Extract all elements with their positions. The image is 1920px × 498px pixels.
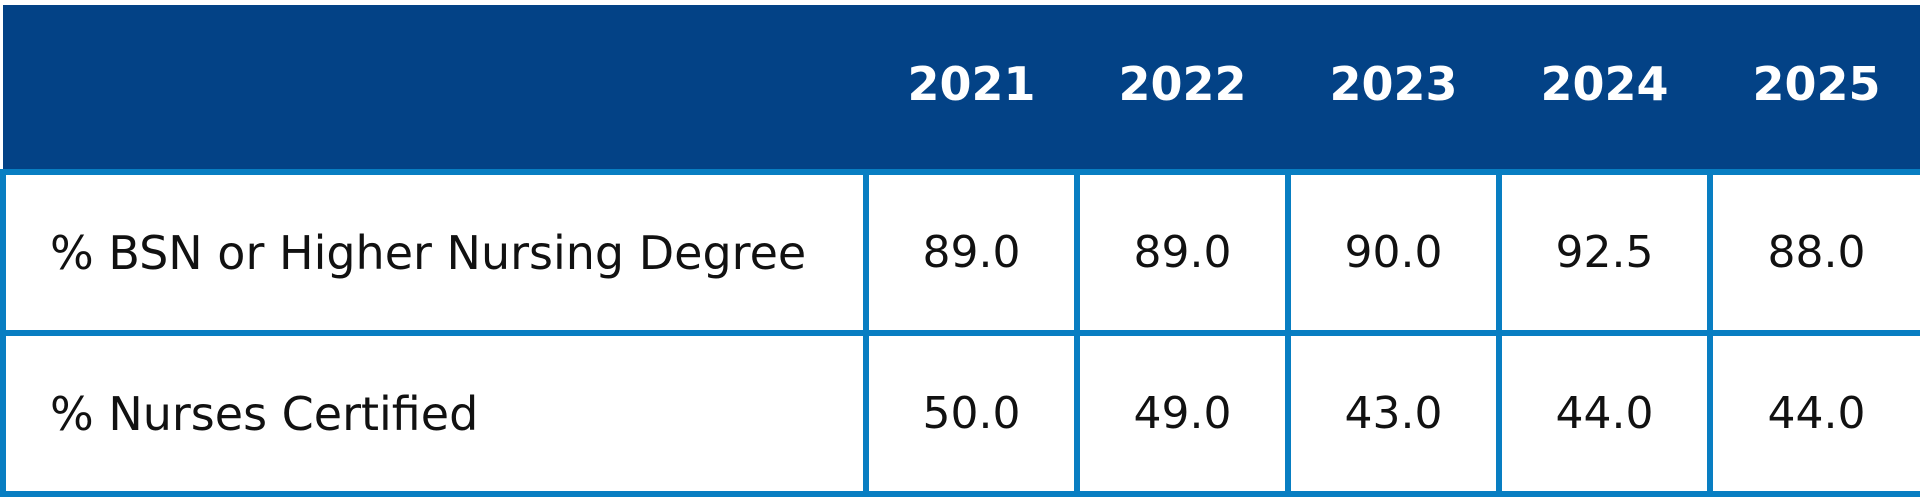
header-year-2023: 2023	[1288, 5, 1499, 172]
header-year-2024: 2024	[1499, 5, 1710, 172]
nursing-education-table: 2021 2022 2023 2024 2025 % BSN or Higher…	[0, 5, 1920, 497]
table-cell: 44.0	[1707, 330, 1920, 497]
table-cell: 44.0	[1496, 330, 1713, 497]
table-row-certified: % Nurses Certified 50.0 49.0 43.0 44.0 4…	[0, 330, 1920, 497]
table-cell: 50.0	[863, 330, 1080, 497]
table-cell: 49.0	[1074, 330, 1291, 497]
table-cell: 90.0	[1285, 169, 1502, 336]
row-label-bsn: % BSN or Higher Nursing Degree	[0, 169, 869, 336]
table-cell: 89.0	[1074, 169, 1291, 336]
row-label-certified: % Nurses Certified	[0, 330, 869, 497]
table-cell: 43.0	[1285, 330, 1502, 497]
table-cell: 88.0	[1707, 169, 1920, 336]
header-year-2025: 2025	[1710, 5, 1920, 172]
table-cell: 92.5	[1496, 169, 1713, 336]
header-year-2021: 2021	[866, 5, 1077, 172]
header-year-2022: 2022	[1077, 5, 1288, 172]
table-cell: 89.0	[863, 169, 1080, 336]
table-row-bsn: % BSN or Higher Nursing Degree 89.0 89.0…	[0, 169, 1920, 336]
header-label-cell	[3, 5, 866, 172]
header-row: 2021 2022 2023 2024 2025	[3, 5, 1920, 172]
